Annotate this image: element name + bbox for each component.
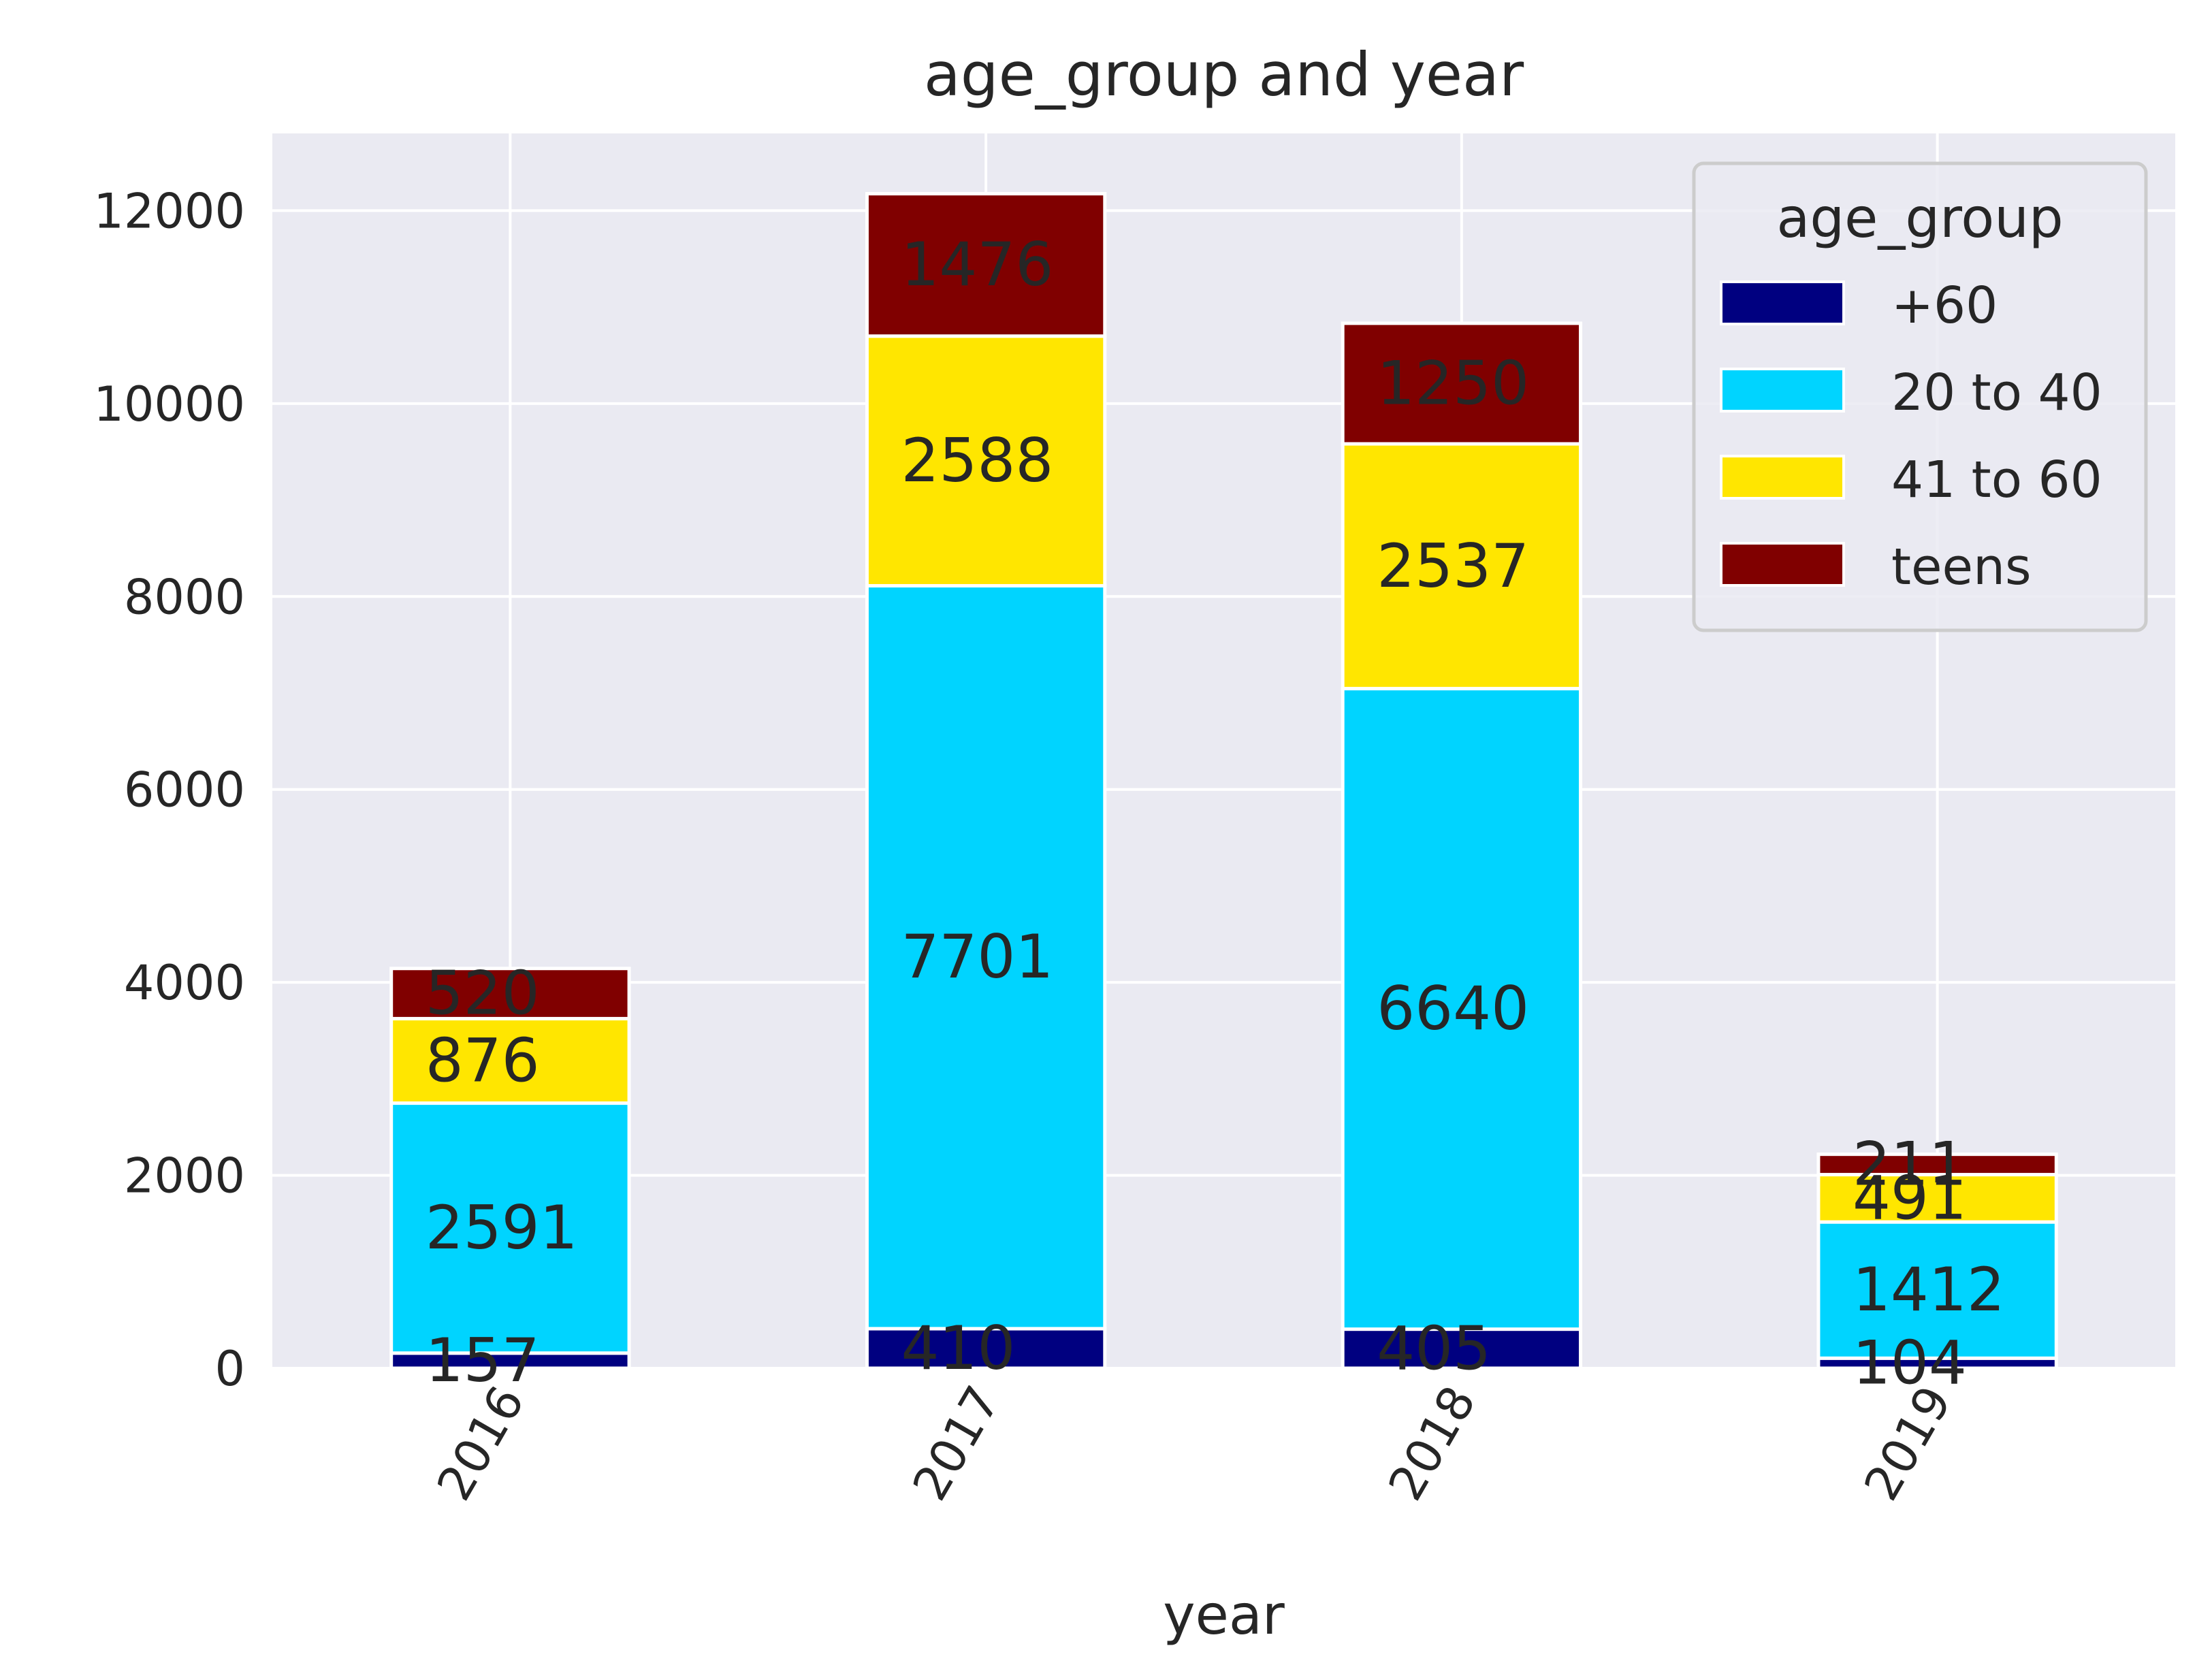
bar-value-label: 2591 xyxy=(426,1193,578,1263)
bar-segment xyxy=(1816,1152,2058,1177)
bar-value-label: 876 xyxy=(426,1025,540,1095)
bar-segment xyxy=(1341,1327,1583,1370)
y-tick-label: 2000 xyxy=(124,1148,245,1204)
y-tick-label: 0 xyxy=(214,1341,245,1397)
bar-segment xyxy=(1341,442,1583,691)
legend-swatch xyxy=(1720,368,1845,413)
legend-title: age_group xyxy=(1776,187,2063,250)
legend-entry-label: 20 to 40 xyxy=(1891,364,2102,422)
bar-value-label: 410 xyxy=(901,1313,1015,1383)
x-axis-ticks: 2016 2017 2018 2019 xyxy=(426,1377,1962,1510)
x-tick-label: 2016 xyxy=(426,1377,535,1510)
y-tick-label: 12000 xyxy=(93,183,245,239)
bar-value-label: 520 xyxy=(426,958,540,1029)
legend-box xyxy=(1692,161,2148,632)
bar-value-label: 1476 xyxy=(901,229,1053,300)
bar-segment xyxy=(1341,321,1583,446)
bar-value-label: 6640 xyxy=(1377,973,1529,1044)
legend-swatch xyxy=(1720,455,1845,500)
bar-segment xyxy=(389,967,631,1020)
x-axis-label: year xyxy=(1163,1583,1285,1647)
bar-value-label: 1412 xyxy=(1853,1255,2005,1325)
legend-entry-label: 41 to 60 xyxy=(1891,451,2102,509)
y-tick-label: 4000 xyxy=(124,955,245,1011)
y-axis-ticks: 0 2000 4000 6000 8000 10000 12000 xyxy=(93,183,245,1397)
bar-segment xyxy=(865,192,1107,338)
bar-segment xyxy=(1816,1220,2058,1360)
bar-value-label: 211 xyxy=(1853,1129,1967,1199)
bar-segment xyxy=(389,1016,631,1105)
bar-segment xyxy=(1816,1173,2058,1224)
chart-title: age_group and year xyxy=(924,39,1524,110)
bar-segment xyxy=(865,1327,1107,1370)
legend-swatch xyxy=(1720,542,1845,587)
legend-entry-label: teens xyxy=(1891,538,2032,596)
bar-segment xyxy=(1341,687,1583,1331)
bars xyxy=(389,192,2058,1370)
bar-segment xyxy=(865,584,1107,1331)
bar-value-label: 157 xyxy=(426,1325,540,1395)
bar-value-label: 2588 xyxy=(901,425,1053,496)
bar-value-label: 2537 xyxy=(1377,531,1529,601)
x-tick-label: 2018 xyxy=(1378,1377,1487,1510)
y-tick-label: 8000 xyxy=(124,569,245,625)
bar-value-label: 104 xyxy=(1853,1328,1967,1398)
bar-value-label: 1250 xyxy=(1377,348,1529,418)
legend-entry-label: +60 xyxy=(1891,276,1998,335)
y-tick-label: 6000 xyxy=(124,762,245,818)
legend-swatch xyxy=(1720,280,1845,325)
x-tick-label: 2017 xyxy=(902,1377,1011,1510)
bar-segment xyxy=(865,334,1107,588)
bar-segment xyxy=(389,1101,631,1355)
bar-value-label: 7701 xyxy=(901,922,1053,992)
bar-value-label: 491 xyxy=(1853,1163,1967,1233)
legend: age_group +60 20 to 40 41 to 60 teens xyxy=(1692,161,2148,632)
y-tick-label: 10000 xyxy=(93,376,245,432)
bar-value-label: 405 xyxy=(1377,1313,1491,1383)
